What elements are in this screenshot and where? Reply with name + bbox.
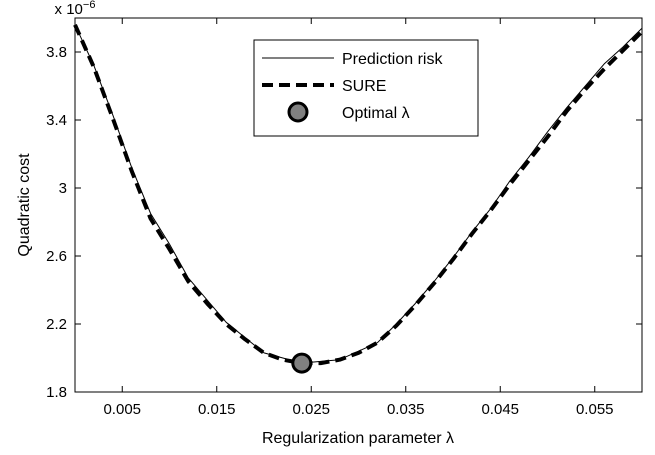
- legend-label-optimal-lambda: Optimal λ: [342, 105, 410, 122]
- series-line-sure: [73, 23, 644, 366]
- x-tick-label: 0.025: [292, 401, 330, 418]
- legend-label-prediction-risk: Prediction risk: [342, 51, 443, 68]
- x-tick-label: 0.045: [481, 401, 519, 418]
- x-axis-label: Regularization parameter λ: [262, 430, 454, 447]
- x-tick-label: 0.055: [576, 401, 614, 418]
- y-tick-label: 3: [59, 180, 67, 197]
- y-axis-ticks: 1.8 2.2 2.6 3 3.4 3.8: [46, 44, 642, 401]
- x-tick-label: 0.035: [387, 401, 425, 418]
- y-tick-label: 3.4: [46, 112, 67, 129]
- y-tick-label: 1.8: [46, 384, 67, 401]
- legend-marker-optimal-lambda: [287, 101, 309, 123]
- marker-layer: [291, 352, 313, 374]
- legend-label-sure: SURE: [342, 78, 386, 95]
- y-multiplier-base: x 10: [55, 1, 83, 18]
- y-multiplier-exponent: −6: [83, 0, 96, 11]
- y-tick-label: 2.2: [46, 316, 67, 333]
- y-axis-label: Quadratic cost: [16, 153, 33, 257]
- x-tick-label: 0.005: [103, 401, 141, 418]
- y-tick-label: 3.8: [46, 44, 67, 61]
- series-layer: [73, 23, 644, 366]
- y-multiplier: x 10−6: [55, 0, 96, 18]
- y-tick-label: 2.6: [46, 248, 67, 265]
- x-tick-label: 0.015: [198, 401, 236, 418]
- x-axis-ticks: 0.005 0.015 0.025 0.035 0.045 0.055: [103, 18, 614, 418]
- optimal-lambda-marker: [291, 352, 313, 374]
- legend: Prediction risk SURE Optimal λ: [253, 39, 479, 137]
